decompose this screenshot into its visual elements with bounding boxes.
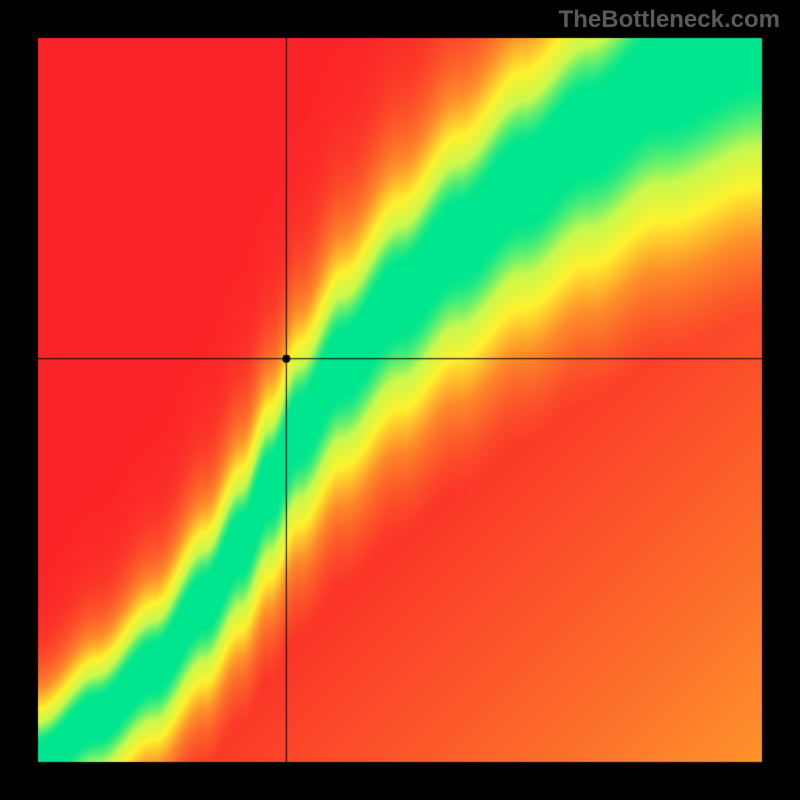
watermark-text: TheBottleneck.com — [559, 6, 780, 34]
bottleneck-heatmap — [0, 0, 800, 800]
